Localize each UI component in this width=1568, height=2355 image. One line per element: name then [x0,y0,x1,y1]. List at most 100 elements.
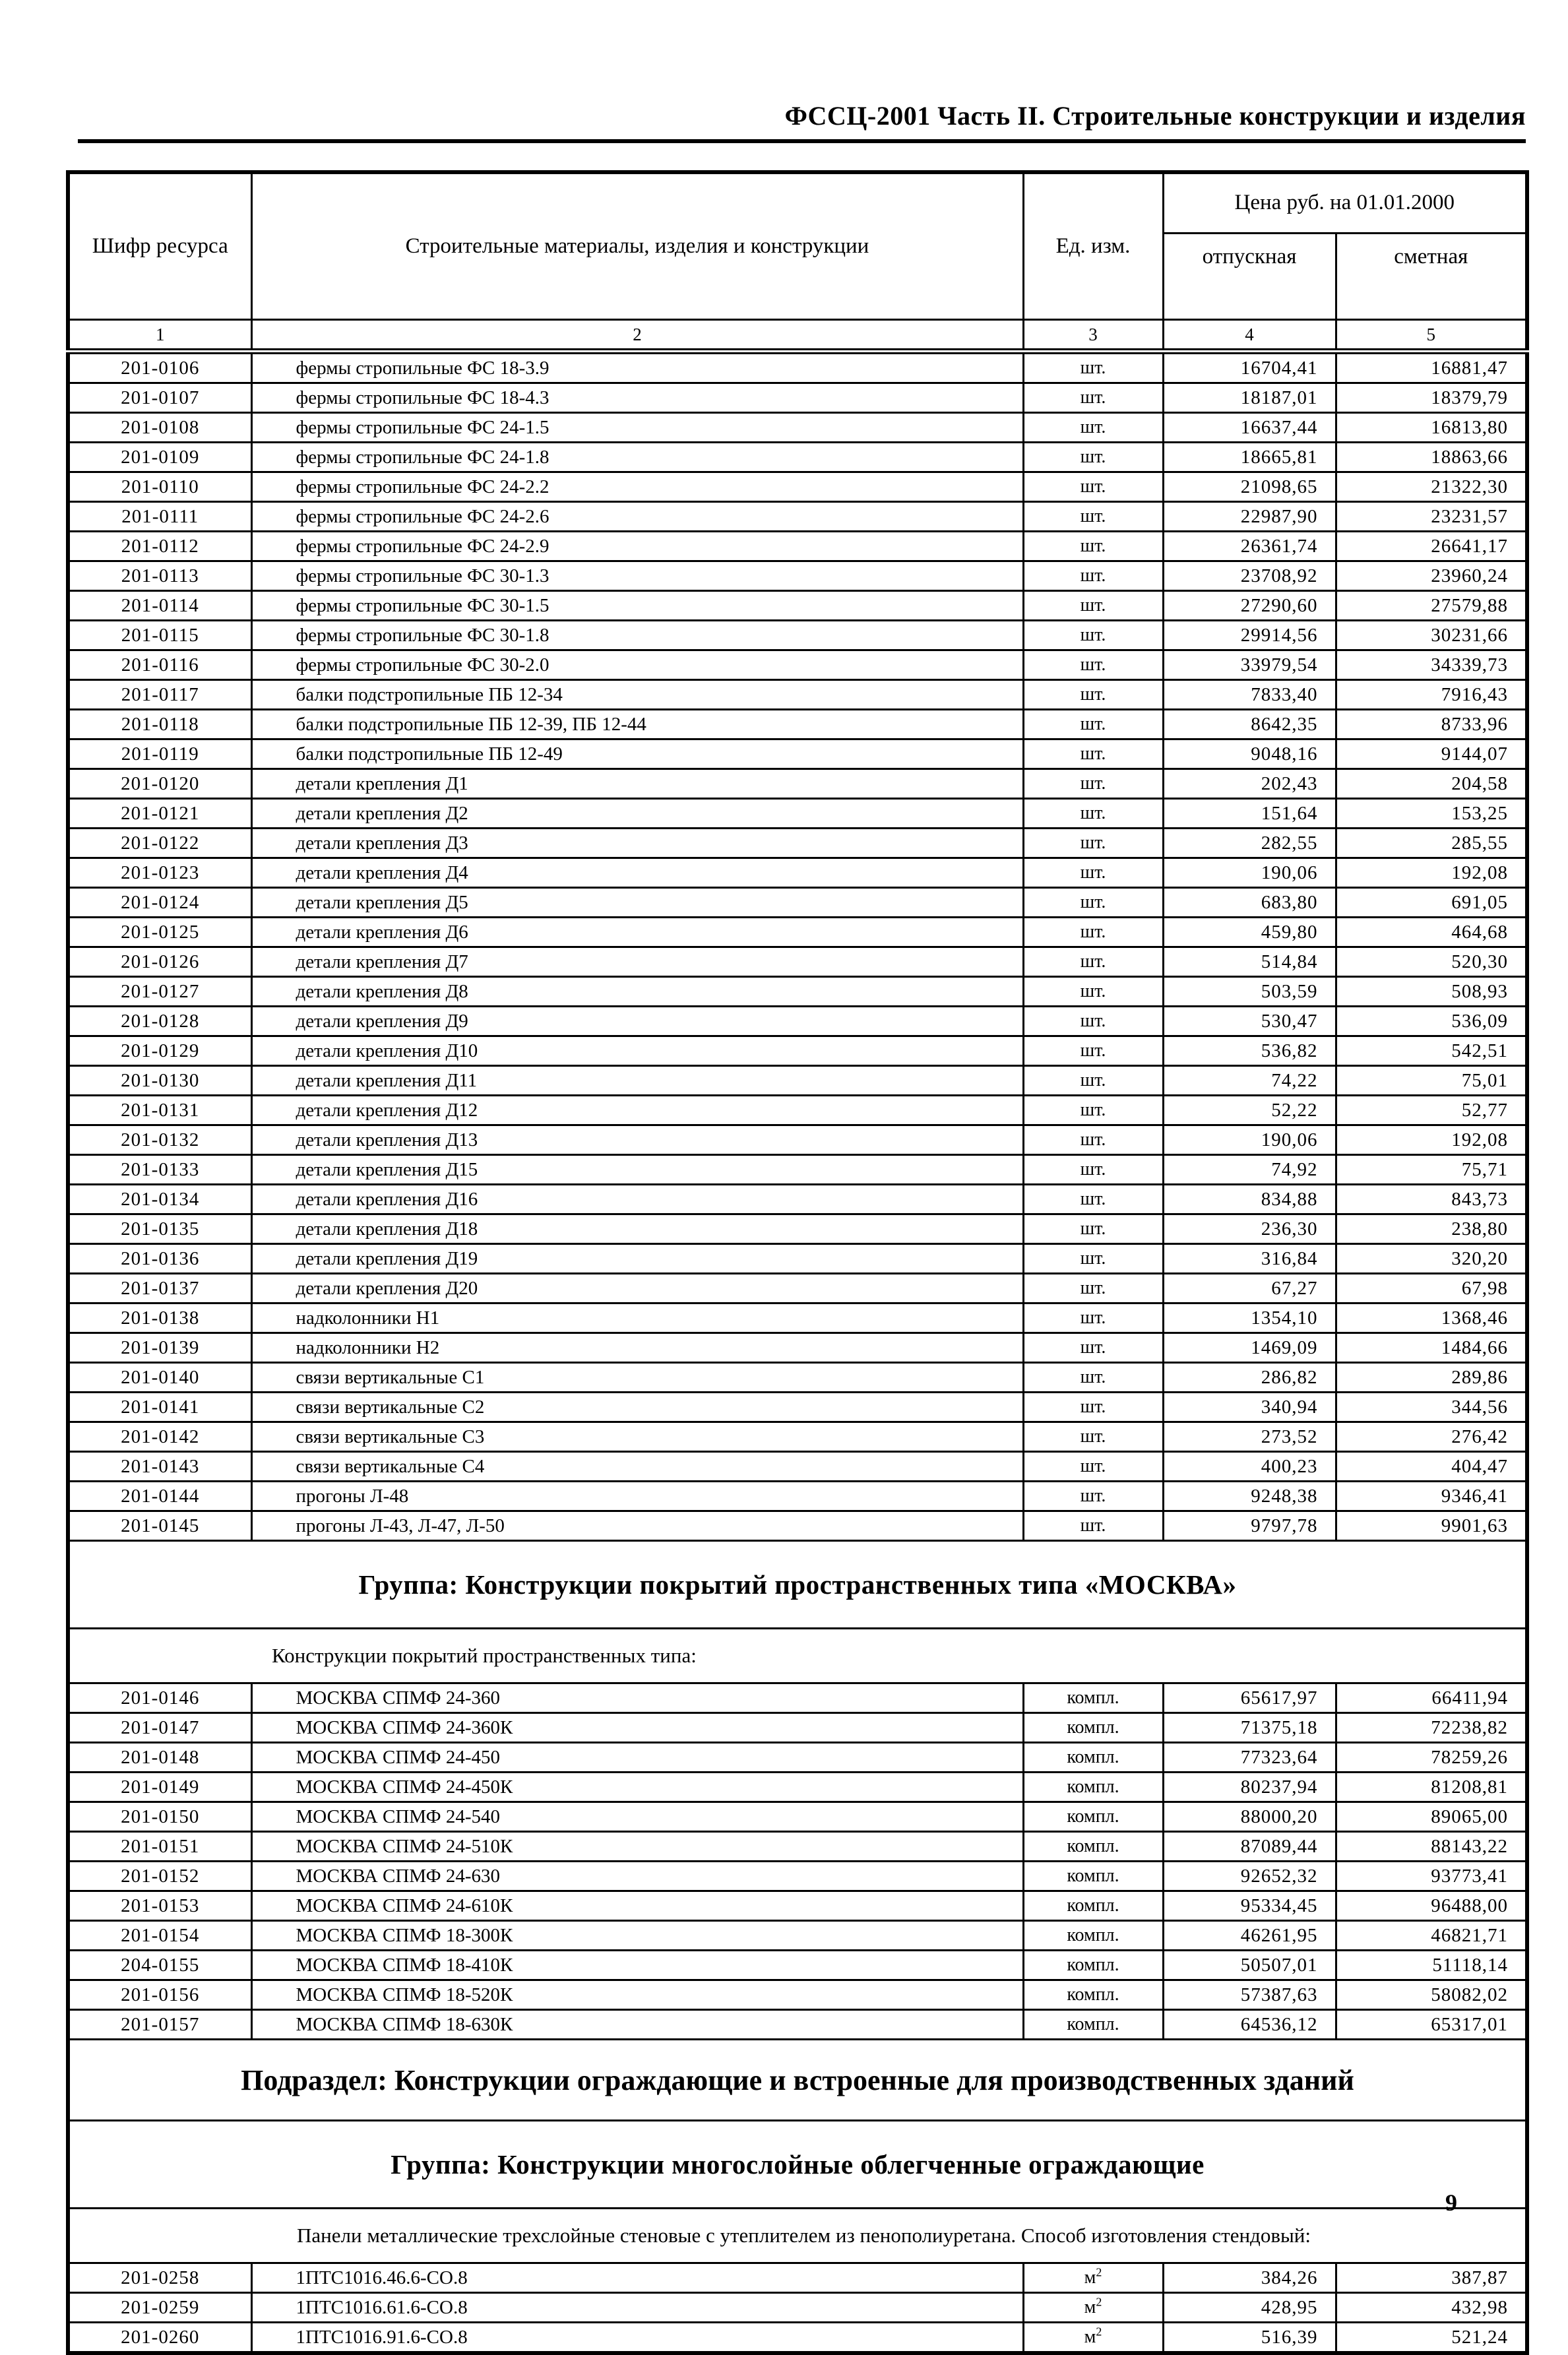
resource-code-cell: 201-0117 [67,679,253,710]
subsection-header-row: Подраздел: Конструкции ограждающие и вст… [67,2038,1528,2121]
resource-code-cell: 201-0139 [67,1332,253,1364]
unit-cell: шт. [1022,1213,1164,1245]
unit-cell: шт. [1022,560,1164,592]
table-row: 201-0113 фермы стропильные ФС 30-1.3 шт.… [67,560,1528,592]
price-release-cell: 384,26 [1162,2262,1337,2294]
price-estimate-cell: 9901,63 [1334,1510,1528,1542]
material-name-cell: детали крепления Д7 [250,946,1024,978]
material-name-cell: детали крепления Д9 [250,1005,1024,1037]
unit-cell: шт. [1022,708,1164,740]
material-name-cell: детали крепления Д6 [250,916,1024,948]
group-header-text: Группа: Конструкции покрытий пространств… [67,1540,1528,1629]
material-name-cell: детали крепления Д4 [250,857,1024,889]
price-estimate-cell: 192,08 [1334,1124,1528,1156]
table-row: 201-0150 МОСКВА СПМФ 24-540 компл. 88000… [67,1801,1528,1833]
resource-code-cell: 201-0146 [67,1682,253,1714]
price-release-cell: 57387,63 [1162,1979,1337,2011]
table-row: 201-0152 МОСКВА СПМФ 24-630 компл. 92652… [67,1860,1528,1892]
price-estimate-cell: 23231,57 [1334,501,1528,532]
price-estimate-cell: 432,98 [1334,2292,1528,2323]
table-row: 201-0121 детали крепления Д2 шт. 151,64 … [67,798,1528,829]
resource-code-cell: 201-0115 [67,619,253,651]
resource-code-cell: 201-0130 [67,1065,253,1096]
price-estimate-cell: 21322,30 [1334,471,1528,503]
price-estimate-cell: 65317,01 [1334,2009,1528,2040]
price-estimate-cell: 81208,81 [1334,1771,1528,1803]
price-release-cell: 286,82 [1162,1362,1337,1393]
material-name-cell: фермы стропильные ФС 24-2.9 [250,530,1024,562]
resource-code-cell: 201-0131 [67,1094,253,1126]
unit-cell: шт. [1022,916,1164,948]
material-name-cell: детали крепления Д12 [250,1094,1024,1126]
material-name-cell: детали крепления Д19 [250,1243,1024,1274]
price-estimate-cell: 404,47 [1334,1451,1528,1482]
price-estimate-cell: 16813,80 [1334,412,1528,443]
price-estimate-cell: 78259,26 [1334,1742,1528,1773]
price-table: Шифр ресурса Строительные материалы, изд… [66,170,1530,2355]
price-estimate-cell: 238,80 [1334,1213,1528,1245]
price-estimate-cell: 153,25 [1334,798,1528,829]
table-row: 201-0151 МОСКВА СПМФ 24-510К компл. 8708… [67,1831,1528,1862]
unit-cell: шт. [1022,501,1164,532]
resource-code-cell: 201-0121 [67,798,253,829]
price-estimate-cell: 34339,73 [1334,649,1528,681]
resource-code-cell: 201-0145 [67,1510,253,1542]
column-header-name: Строительные материалы, изделия и констр… [250,171,1024,321]
unit-cell: шт. [1022,1243,1164,1274]
unit-cell: компл. [1022,1949,1164,1981]
unit-cell: шт. [1022,412,1164,443]
material-name-cell: связи вертикальные С3 [250,1421,1024,1453]
price-estimate-cell: 67,98 [1334,1272,1528,1304]
table-header: Шифр ресурса Строительные материалы, изд… [67,171,1528,354]
price-release-cell: 7833,40 [1162,679,1337,710]
table-row: 201-0116 фермы стропильные ФС 30-2.0 шт.… [67,649,1528,681]
price-estimate-cell: 289,86 [1334,1362,1528,1393]
unit-cell: шт. [1022,619,1164,651]
table-row: 201-0127 детали крепления Д8 шт. 503,59 … [67,976,1528,1007]
column-number: 4 [1162,319,1337,354]
column-number: 5 [1334,319,1528,354]
price-release-cell: 428,95 [1162,2292,1337,2323]
table-row: 201-0119 балки подстропильные ПБ 12-49 ш… [67,738,1528,770]
column-header-code: Шифр ресурса [67,171,253,321]
table-row: 201-0122 детали крепления Д3 шт. 282,55 … [67,827,1528,859]
price-release-cell: 8642,35 [1162,708,1337,740]
unit-cell: шт. [1022,1480,1164,1512]
price-release-cell: 503,59 [1162,976,1337,1007]
unit-cell: шт. [1022,857,1164,889]
material-name-cell: МОСКВА СПМФ 24-610К [250,1890,1024,1922]
resource-code-cell: 201-0113 [67,560,253,592]
table-row: 201-0142 связи вертикальные С3 шт. 273,5… [67,1421,1528,1453]
resource-code-cell: 201-0258 [67,2262,253,2294]
material-name-cell: детали крепления Д1 [250,768,1024,800]
price-release-cell: 74,92 [1162,1154,1337,1185]
price-estimate-cell: 8733,96 [1334,708,1528,740]
table-row: 201-0131 детали крепления Д12 шт. 52,22 … [67,1094,1528,1126]
unit-cell: компл. [1022,1712,1164,1743]
price-release-cell: 87089,44 [1162,1831,1337,1862]
material-name-cell: детали крепления Д20 [250,1272,1024,1304]
unit-cell: шт. [1022,798,1164,829]
table-row: 201-0128 детали крепления Д9 шт. 530,47 … [67,1005,1528,1037]
table-row: 201-0143 связи вертикальные С4 шт. 400,2… [67,1451,1528,1482]
group-header-row: Группа: Конструкции покрытий пространств… [67,1540,1528,1629]
material-name-cell: детали крепления Д2 [250,798,1024,829]
material-name-cell: фермы стропильные ФС 30-1.3 [250,560,1024,592]
price-estimate-cell: 27579,88 [1334,590,1528,621]
price-release-cell: 16704,41 [1162,350,1337,384]
price-release-cell: 316,84 [1162,1243,1337,1274]
resource-code-cell: 201-0112 [67,530,253,562]
column-header-price-group: Цена руб. на 01.01.2000 [1162,171,1528,234]
price-estimate-cell: 344,56 [1334,1391,1528,1423]
price-release-cell: 16637,44 [1162,412,1337,443]
price-estimate-cell: 93773,41 [1334,1860,1528,1892]
resource-code-cell: 201-0147 [67,1712,253,1743]
material-name-cell: связи вертикальные С1 [250,1362,1024,1393]
price-estimate-cell: 72238,82 [1334,1712,1528,1743]
price-estimate-cell: 26641,17 [1334,530,1528,562]
price-estimate-cell: 387,87 [1334,2262,1528,2294]
table-row: 201-0130 детали крепления Д11 шт. 74,22 … [67,1065,1528,1096]
price-estimate-cell: 75,71 [1334,1154,1528,1185]
material-name-cell: МОСКВА СПМФ 18-300К [250,1920,1024,1951]
material-name-cell: МОСКВА СПМФ 24-630 [250,1860,1024,1892]
